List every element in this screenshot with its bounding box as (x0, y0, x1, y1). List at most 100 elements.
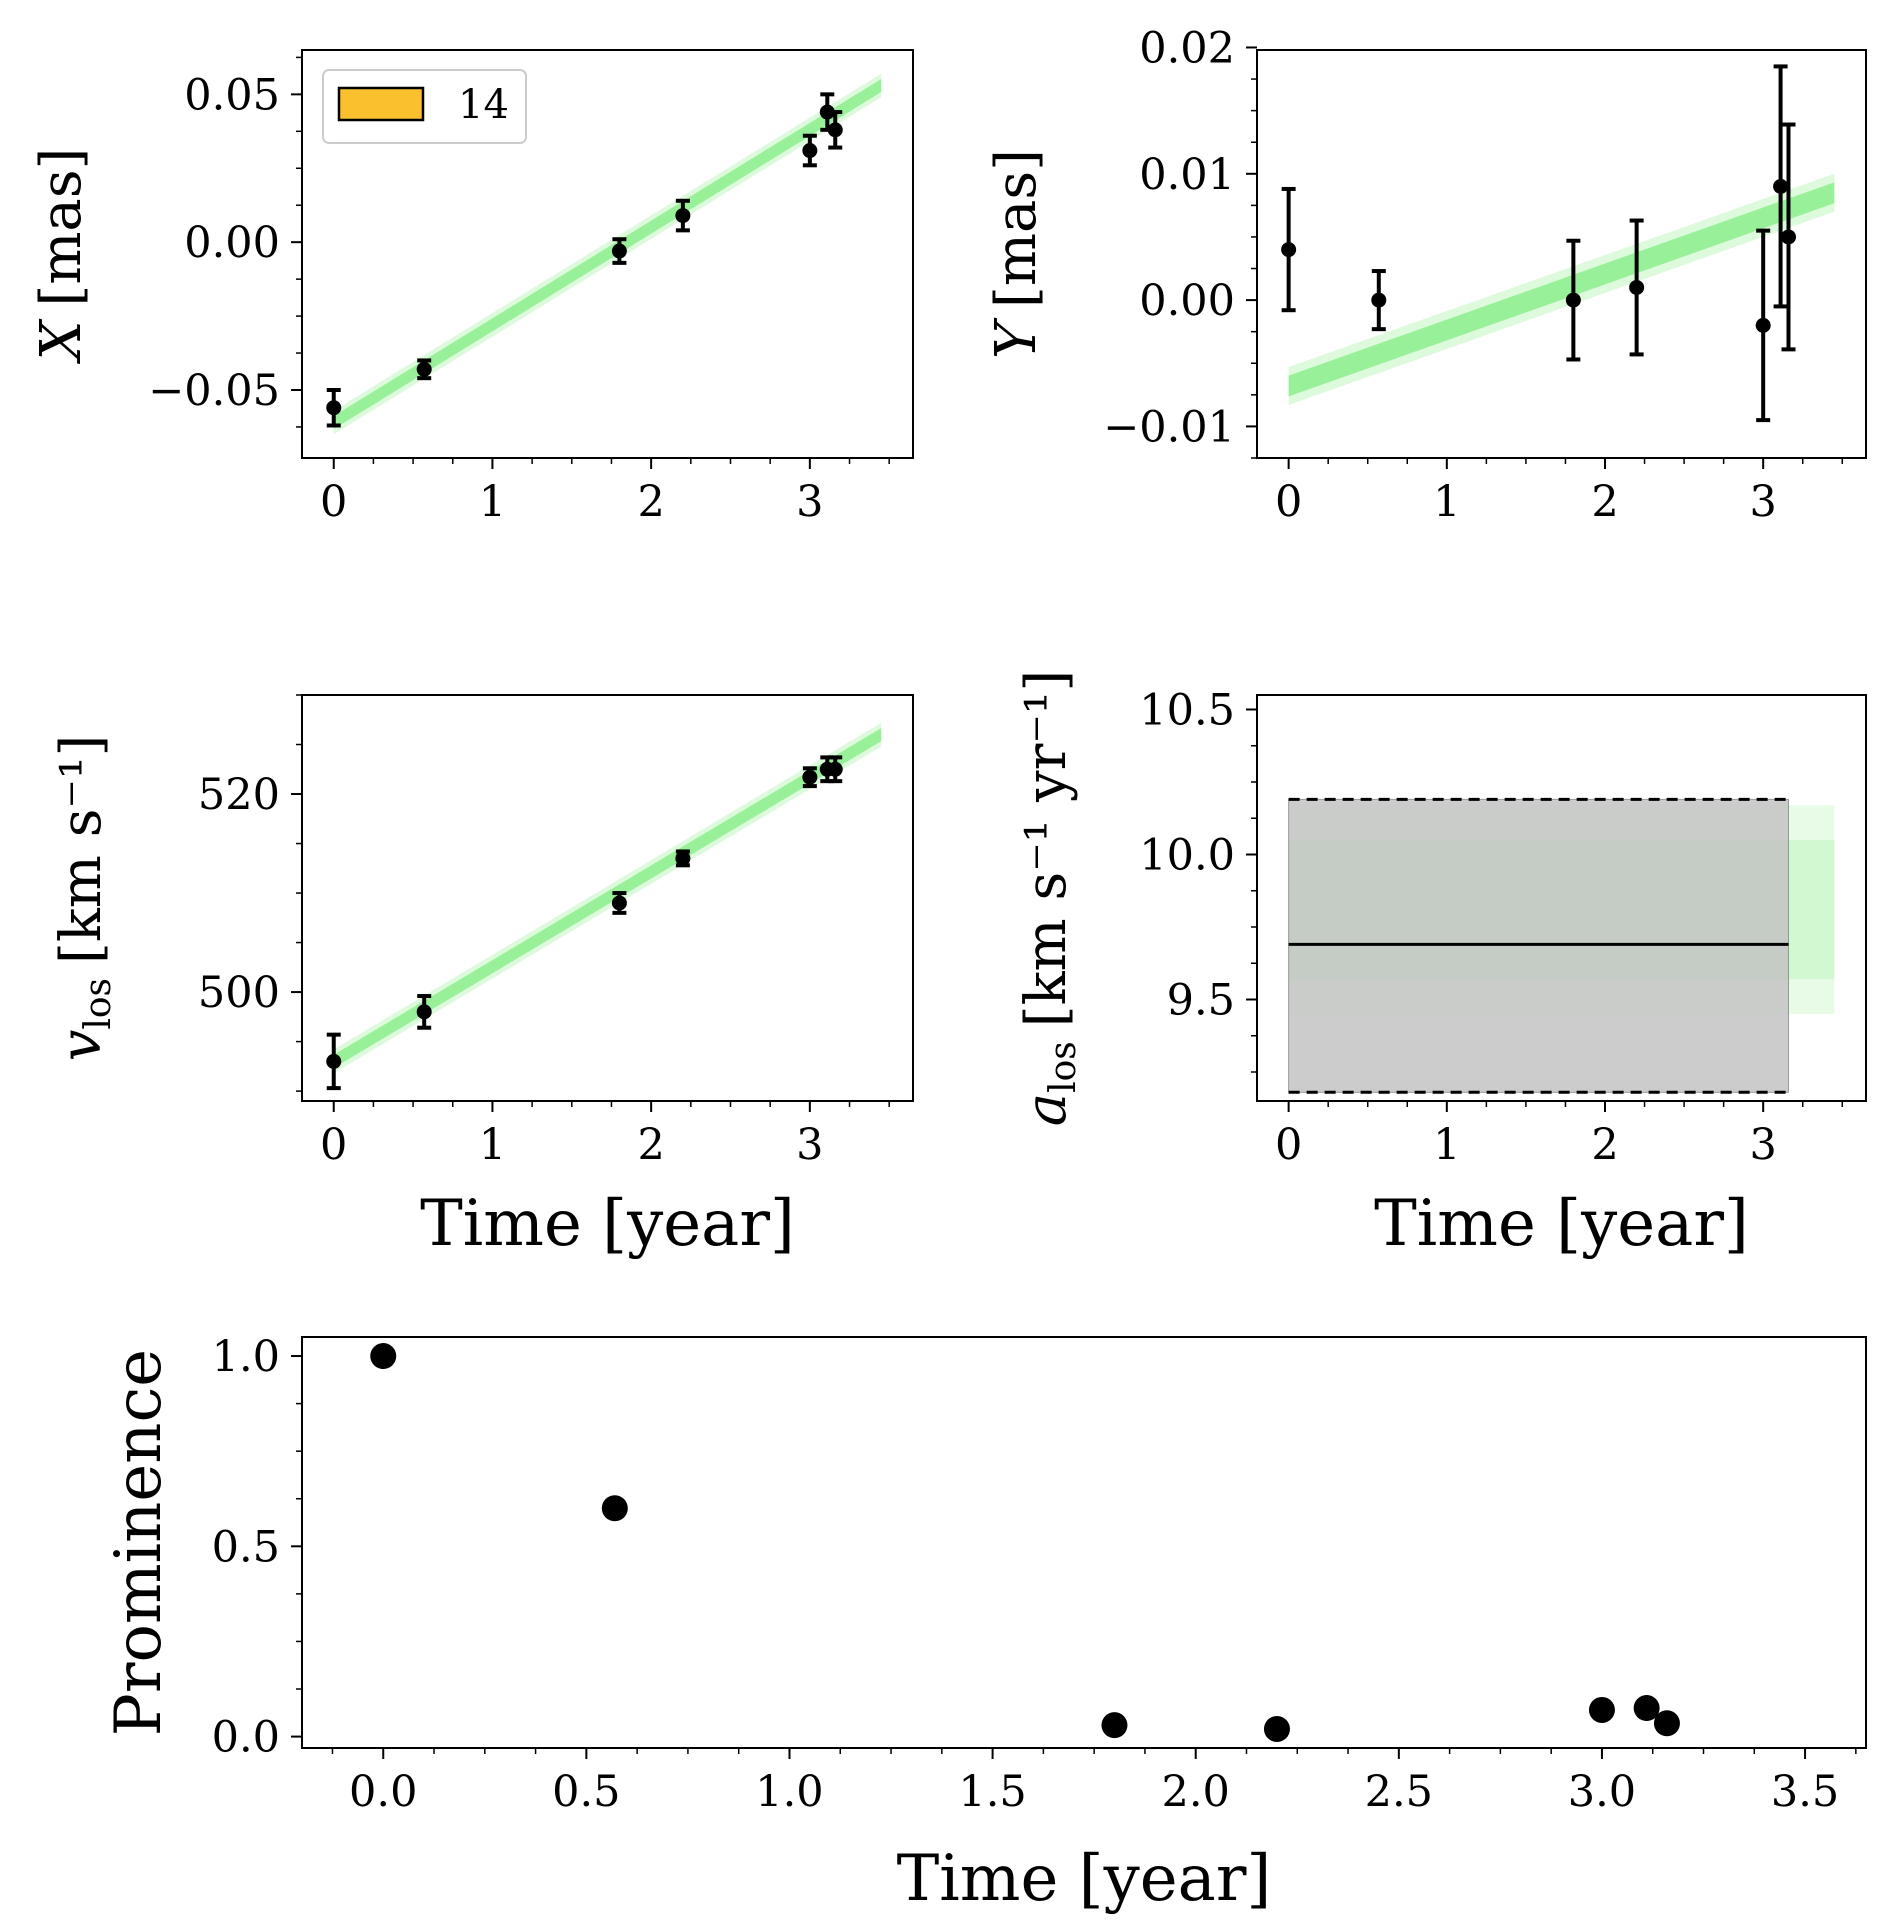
y-tick-label: 0.05 (184, 70, 280, 120)
panel-line-of-sight-velocity: 0 1 2 3 500 520 Time [year] vlos [km s⁻¹] (49, 694, 914, 1261)
y-tick-label: 0.00 (1139, 276, 1235, 326)
data-point (1629, 279, 1645, 295)
axes-frame (301, 694, 914, 1102)
x-tick-label: 3.0 (1568, 1767, 1636, 1817)
fit-core (333, 78, 882, 430)
y-axis-symbol: X (29, 318, 94, 364)
x-tick-label: 0 (320, 477, 347, 527)
x-tick-label: 2 (1591, 1120, 1618, 1170)
x-tick-label: 2 (637, 477, 664, 527)
y-axis-label: Y [mas] (984, 149, 1049, 359)
data-point (326, 400, 342, 416)
x-tick-label: 3 (1750, 1120, 1777, 1170)
x-tick-label: 3 (1750, 477, 1777, 527)
data-point (819, 104, 835, 120)
x-tick-label: 0 (1275, 1120, 1302, 1170)
x-tick-label: 3 (796, 477, 823, 527)
x-tick-label: 1 (1433, 477, 1460, 527)
data-point (1101, 1712, 1128, 1739)
x-axis-label: Time [year] (1374, 1187, 1749, 1261)
data-point (1565, 292, 1581, 308)
x-tick-label: 1 (1433, 1120, 1460, 1170)
data-point (802, 143, 818, 159)
axes-frame (1256, 49, 1867, 459)
data-point (611, 895, 627, 911)
data-point (1281, 242, 1297, 258)
x-tick-label: 1.0 (755, 1767, 823, 1817)
data-point (326, 1053, 342, 1069)
data-point (827, 761, 843, 777)
data-point (416, 1004, 432, 1020)
x-axis-label: Time [year] (420, 1187, 795, 1261)
data-point (1653, 1710, 1680, 1737)
legend-patch (337, 86, 425, 122)
data-point (1588, 1696, 1615, 1723)
data-point (1755, 317, 1771, 333)
y-axis-symbol: a (1014, 1093, 1079, 1126)
data-point (1773, 178, 1789, 194)
y-tick-label: 10.0 (1139, 831, 1235, 881)
x-tick-label: 0.0 (349, 1767, 417, 1817)
data-point (611, 243, 627, 259)
x-tick-label: 0 (320, 1120, 347, 1170)
data-point (827, 122, 843, 138)
y-tick-label: 0.00 (184, 218, 280, 268)
panel-x-position: 0 1 2 3 −0.05 0.00 0.05 X [mas] (29, 49, 914, 527)
x-tick-label: 3.5 (1771, 1767, 1839, 1817)
y-axis-label: X [mas] (29, 148, 94, 365)
data-point (601, 1495, 628, 1522)
y-axis-symbol: v (49, 1029, 114, 1061)
y-tick-label: 1.0 (212, 1332, 280, 1382)
y-axis-unit: [mas] (984, 149, 1049, 308)
y-axis-label: Prominence (102, 1349, 176, 1736)
data-point (1780, 229, 1796, 245)
axes-frame (301, 49, 914, 459)
y-axis-label: alos [km s⁻¹ yr⁻¹] (1014, 670, 1084, 1127)
axes-frame (301, 1336, 1867, 1749)
panel-line-of-sight-acceleration: 0 1 2 3 9.5 10.0 10.5 Time [year] alos [km s⁻¹ yr… (1014, 670, 1867, 1261)
legend: 14 (322, 69, 527, 144)
x-tick-label: 2.0 (1162, 1767, 1230, 1817)
data-point (416, 361, 432, 377)
y-axis-unit: [mas] (29, 148, 94, 307)
y-tick-label: 10.5 (1139, 686, 1235, 736)
data-point (1633, 1695, 1660, 1722)
x-tick-label: 0 (1275, 477, 1302, 527)
y-axis-label: vlos [km s⁻¹] (49, 735, 119, 1062)
y-axis-subscript: los (1043, 1041, 1084, 1093)
data-point (675, 850, 691, 866)
y-tick-label: 0.02 (1139, 23, 1235, 73)
data-point (370, 1343, 397, 1370)
data-point (1263, 1715, 1290, 1742)
axes-frame (1256, 694, 1867, 1102)
x-axis-label: Time [year] (897, 1842, 1272, 1916)
y-axis-symbol: Y (984, 317, 1049, 359)
x-tick-label: 2 (637, 1120, 664, 1170)
y-tick-label: 0.01 (1139, 150, 1235, 200)
y-tick-label: 0.5 (212, 1522, 280, 1572)
x-tick-label: 1.5 (958, 1767, 1026, 1817)
x-tick-label: 2 (1591, 477, 1618, 527)
y-tick-label: 520 (198, 770, 280, 820)
panel-y-position: 0 1 2 3 −0.01 0.00 0.01 0.02 Y [mas] (984, 23, 1867, 527)
x-tick-label: 2.5 (1365, 1767, 1433, 1817)
y-axis-unit: [km s⁻¹ yr⁻¹] (1014, 670, 1079, 1028)
fit-core (1288, 182, 1835, 397)
y-tick-label: −0.01 (1103, 402, 1235, 452)
y-tick-label: 0.0 (212, 1713, 280, 1763)
x-tick-label: 1 (479, 477, 506, 527)
y-tick-label: −0.05 (148, 366, 280, 416)
legend-label: 14 (458, 82, 509, 128)
data-point (802, 769, 818, 785)
fit-core (333, 728, 882, 1068)
y-axis-unit: [km s⁻¹] (49, 735, 114, 964)
panel-prominence: 0.0 0.5 1.0 1.5 2.0 2.5 3.0 3.5 0.0 0.5 1.0 Time [y… (102, 1332, 1867, 1916)
data-point (675, 208, 691, 224)
y-axis-subscript: los (78, 978, 119, 1030)
data-point (1371, 292, 1387, 308)
y-tick-label: 9.5 (1167, 976, 1235, 1026)
x-tick-label: 0.5 (552, 1767, 620, 1817)
x-tick-label: 1 (479, 1120, 506, 1170)
x-tick-label: 3 (796, 1120, 823, 1170)
